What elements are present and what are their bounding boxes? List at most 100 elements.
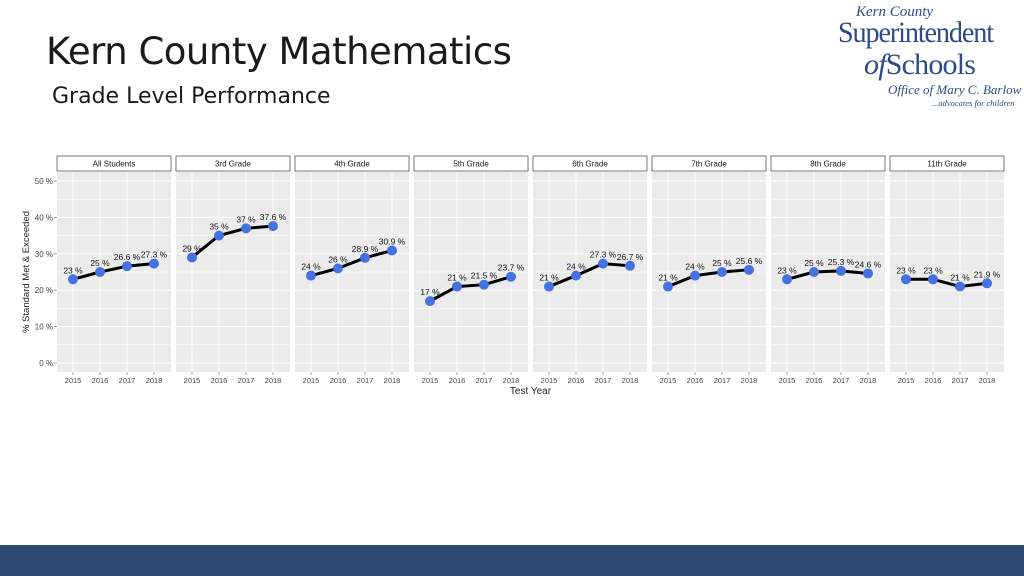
y-tick-label: 20 % bbox=[35, 286, 53, 295]
x-tick-label: 2018 bbox=[265, 376, 282, 385]
logo-county-text: Kern County bbox=[856, 4, 934, 20]
facet-strip-label: 5th Grade bbox=[453, 160, 489, 169]
x-tick-label: 2018 bbox=[860, 376, 877, 385]
data-label: 25 % bbox=[712, 258, 732, 268]
logo-superintendent-text: Superintendent bbox=[838, 16, 994, 49]
x-tick-label: 2017 bbox=[714, 376, 731, 385]
data-label: 23 % bbox=[896, 265, 916, 275]
series-line bbox=[310, 249, 393, 278]
data-label: 24.6 % bbox=[855, 259, 882, 269]
data-point bbox=[663, 281, 673, 292]
data-point bbox=[149, 258, 159, 269]
facet-strip bbox=[651, 155, 767, 172]
data-point bbox=[571, 270, 581, 281]
y-tick-label: 10 % bbox=[35, 323, 53, 332]
logo-schools-word: Schools bbox=[885, 48, 976, 81]
facet-strip-label: 8th Grade bbox=[810, 160, 846, 169]
facet-strip bbox=[889, 155, 1005, 172]
x-tick-label: 2018 bbox=[384, 376, 401, 385]
facet-strip bbox=[413, 155, 529, 172]
x-tick-label: 2015 bbox=[660, 376, 677, 385]
data-label: 27.3 % bbox=[141, 250, 168, 260]
series-line bbox=[191, 224, 274, 259]
data-label: 25 % bbox=[804, 258, 824, 268]
data-label: 26.7 % bbox=[617, 252, 644, 262]
data-label: 26.6 % bbox=[114, 252, 141, 262]
data-point bbox=[955, 281, 965, 292]
data-label: 17 % bbox=[420, 287, 440, 297]
data-label: 29 % bbox=[182, 243, 202, 253]
x-tick-label: 2017 bbox=[952, 376, 969, 385]
data-label: 28.9 % bbox=[352, 244, 379, 254]
facet-strip bbox=[532, 155, 648, 172]
facet-strip-label: 3rd Grade bbox=[215, 160, 252, 169]
x-tick-label: 2015 bbox=[65, 376, 82, 385]
facet-strip bbox=[175, 155, 291, 172]
x-tick-label: 2017 bbox=[476, 376, 493, 385]
logo-schools-text: ofSchools bbox=[864, 48, 976, 82]
data-point bbox=[68, 274, 78, 285]
x-tick-label: 2018 bbox=[622, 376, 639, 385]
data-label: 24 % bbox=[566, 262, 586, 272]
data-point bbox=[928, 274, 938, 285]
data-label: 30.9 % bbox=[379, 237, 406, 247]
x-tick-label: 2015 bbox=[422, 376, 439, 385]
data-point bbox=[387, 245, 397, 256]
series-line bbox=[548, 262, 631, 288]
data-point bbox=[625, 260, 635, 271]
data-label: 35 % bbox=[209, 222, 229, 232]
facet-strip bbox=[294, 155, 410, 172]
data-label: 24 % bbox=[301, 262, 321, 272]
slide-title: Kern County Mathematics bbox=[46, 30, 512, 73]
x-tick-label: 2017 bbox=[833, 376, 850, 385]
data-point bbox=[782, 274, 792, 285]
data-point bbox=[452, 281, 462, 292]
data-point bbox=[717, 267, 727, 277]
data-point bbox=[598, 258, 608, 269]
data-label: 27.3 % bbox=[590, 250, 617, 260]
x-tick-label: 2017 bbox=[238, 376, 255, 385]
series-line bbox=[906, 277, 988, 289]
x-tick-label: 2016 bbox=[687, 376, 704, 385]
facet-strip-label: 11th Grade bbox=[927, 160, 967, 169]
data-label: 23 % bbox=[923, 265, 943, 275]
x-tick-label: 2018 bbox=[503, 376, 520, 385]
data-point bbox=[95, 267, 105, 277]
x-axis-title: Test Year bbox=[510, 386, 552, 397]
y-tick-label: 40 % bbox=[35, 213, 53, 222]
series-line bbox=[786, 269, 869, 281]
data-label: 25.3 % bbox=[828, 257, 855, 267]
data-point bbox=[506, 271, 516, 282]
x-tick-label: 2016 bbox=[92, 376, 109, 385]
x-tick-label: 2016 bbox=[330, 376, 347, 385]
data-point bbox=[863, 268, 873, 279]
data-point bbox=[360, 252, 370, 263]
data-point bbox=[809, 267, 819, 277]
x-tick-label: 2017 bbox=[357, 376, 374, 385]
data-label: 25.6 % bbox=[736, 256, 763, 266]
data-label: 23 % bbox=[777, 265, 797, 275]
data-point bbox=[187, 252, 197, 263]
facet-strip-label: 6th Grade bbox=[572, 160, 608, 169]
data-point bbox=[690, 270, 700, 281]
facet-strip-label: 7th Grade bbox=[691, 160, 727, 169]
data-point bbox=[425, 296, 435, 307]
x-tick-label: 2015 bbox=[541, 376, 558, 385]
data-label: 26 % bbox=[328, 254, 348, 264]
y-tick-label: 50 % bbox=[35, 177, 53, 186]
data-label: 21 % bbox=[447, 273, 467, 283]
x-tick-label: 2018 bbox=[741, 376, 758, 385]
series-line bbox=[429, 275, 512, 303]
data-label: 23.7 % bbox=[498, 263, 525, 273]
data-label: 21.9 % bbox=[974, 269, 1001, 279]
data-label: 23 % bbox=[63, 265, 83, 275]
data-point bbox=[544, 281, 554, 292]
footer-bar bbox=[0, 545, 1024, 576]
x-tick-label: 2015 bbox=[303, 376, 320, 385]
x-tick-label: 2016 bbox=[925, 376, 942, 385]
kern-county-superintendent-logo: Kern County Superintendent ofSchools Off… bbox=[836, 4, 1021, 112]
x-tick-label: 2017 bbox=[119, 376, 136, 385]
x-tick-label: 2017 bbox=[595, 376, 612, 385]
data-point bbox=[306, 270, 316, 281]
data-point bbox=[268, 221, 278, 232]
